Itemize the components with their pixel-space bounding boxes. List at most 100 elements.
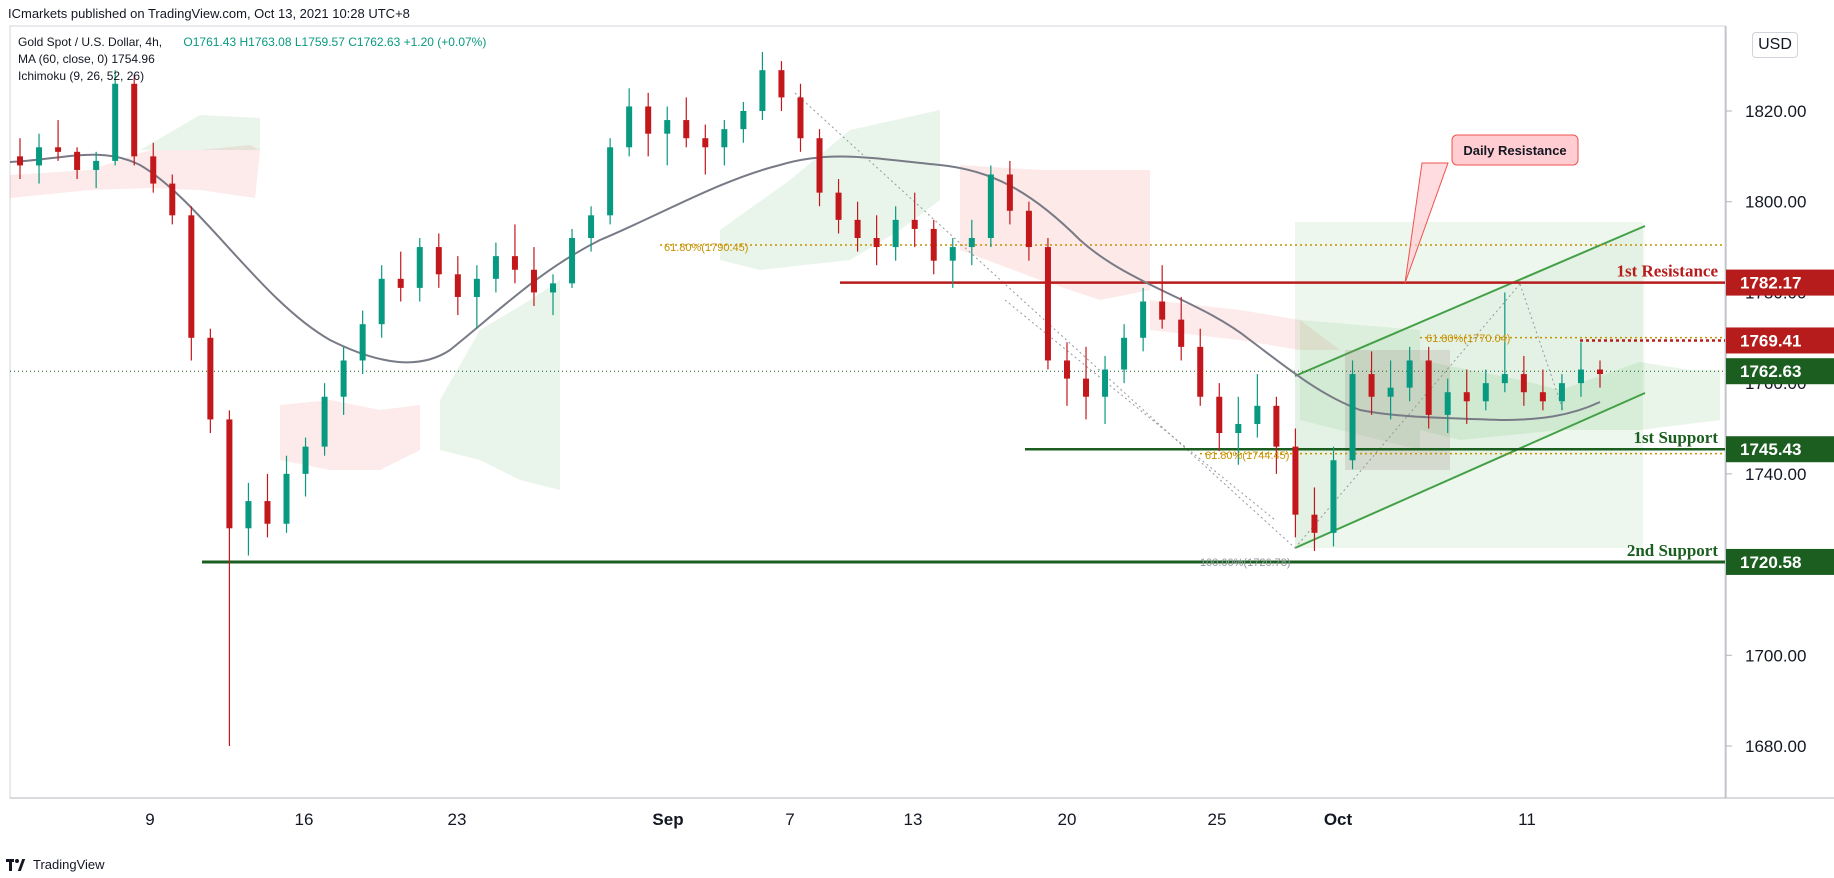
candle-body [1482,383,1489,402]
candle-body [245,501,252,529]
x-tick-label: 25 [1208,810,1227,829]
candle-body [1235,423,1242,434]
x-tick-label: 16 [295,810,314,829]
price-label-text: 1769.41 [1740,331,1801,350]
level-label: 2nd Support [1627,541,1719,560]
ma-indicator-label[interactable]: MA (60, close, 0) 1754.96 [18,52,155,66]
channel-fill [1295,226,1645,548]
candle-body [1406,360,1413,388]
candle-body [664,120,671,134]
publisher-caption: ICmarkets published on TradingView.com, … [8,6,410,21]
ichimoku-indicator-label[interactable]: Ichimoku (9, 26, 52, 26) [18,69,145,83]
y-tick-label: 1820.00 [1745,102,1806,121]
candle-body [1083,378,1090,397]
fib-trend-line-2 [1519,283,1564,411]
candle-body [435,247,442,275]
candle-body [645,106,652,134]
ichimoku-cloud-4 [720,110,940,270]
footer-brand-text: TradingView [33,857,105,872]
candle-body [283,473,290,524]
x-tick-label: 23 [448,810,467,829]
candle-body [1597,369,1603,375]
candle-body [759,70,766,111]
candle-body [1025,210,1032,248]
candle-body [702,138,709,148]
ichimoku-cloud-8 [1300,320,1420,450]
callout-text: Daily Resistance [1463,143,1566,158]
candle-body [378,278,385,325]
footer-branding: TradingView [6,857,105,872]
fib-label: 61.80%(1770.04) [1426,333,1510,345]
fib-label: 100.00%(1720.78) [1200,557,1291,569]
fib-trend-line-3 [1004,299,1276,521]
candle-body [930,228,937,261]
candle-body [1140,301,1147,338]
candle-body [93,160,100,170]
candle-body [740,111,747,130]
level-label: 1st Support [1633,428,1718,447]
y-tick-label: 1740.00 [1745,465,1806,484]
candle-body [1216,396,1223,434]
candle-body [492,256,499,279]
candle-body [150,156,157,184]
candle-body [36,147,43,166]
candle-body [131,83,138,157]
candle-body [397,278,404,288]
price-label-text: 1745.43 [1740,440,1801,459]
channel-upper-line [1294,225,1646,377]
fib-label: 61.80%(1790.45) [664,242,748,254]
candle-body [1159,301,1166,320]
candle-body [873,237,880,248]
x-tick-label: Sep [652,810,683,829]
moving-average-line [9,153,1601,422]
candle-body [1178,319,1185,347]
price-label-text: 1782.17 [1740,274,1801,293]
candle-body [607,147,614,216]
candle-body [778,70,785,98]
candle-body [721,129,728,148]
candle-body [1254,405,1261,424]
symbol-label: Gold Spot / U.S. Dollar, 4h, [18,35,163,49]
candle-body [511,256,518,270]
ohlc-values: O1761.43 H1763.08 L1759.57 C1762.63 +1.2… [183,35,487,49]
x-tick-label: 7 [785,810,794,829]
candle-body [302,446,309,474]
candle-body [1121,337,1128,370]
candle-body [454,274,461,297]
candle-body [169,183,176,216]
candle-body [207,337,214,420]
ichimoku-cloud-2 [280,400,420,470]
candle-body [1520,374,1527,393]
candle-body [968,237,975,248]
candle-body [1501,374,1508,384]
x-tick-label: 13 [904,810,923,829]
candle-body [1197,346,1204,397]
candle-body [797,97,804,139]
candle-body [1558,383,1565,402]
candle-body [321,396,328,447]
level-label: 1st Resistance [1616,262,1718,281]
ichimoku-cloud-3 [440,280,560,490]
fib-label: 61.80%(1744.45) [1205,450,1289,462]
candle-body [340,360,347,397]
candle-body [1349,374,1356,461]
candle-body [911,219,918,229]
candle-body [1463,392,1470,402]
candle-body [588,215,595,238]
price-label-box [1726,436,1834,463]
candle-body [1102,369,1109,397]
candle-body [473,278,480,297]
candle-body [1330,460,1337,533]
candle-body [1063,360,1070,379]
candle-body [550,283,557,293]
candle-body [1444,392,1451,415]
candle-body [1577,369,1584,384]
x-tick-label: 20 [1058,810,1077,829]
ichimoku-cloud-1 [140,115,260,150]
currency-button[interactable]: USD [1752,32,1798,58]
candle-body [112,83,119,161]
candle-body [626,106,633,148]
candle-body [835,192,842,220]
candle-body [264,501,271,524]
